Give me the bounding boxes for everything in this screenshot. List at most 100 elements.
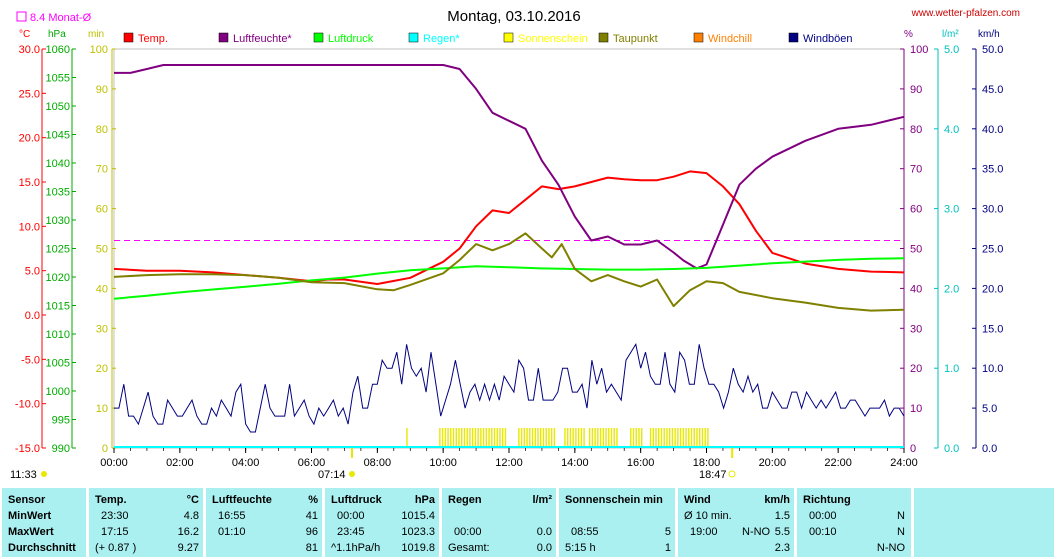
axis-tick-label-temp: 15.0	[19, 177, 40, 189]
stats-wind-max-dir: N-NO	[742, 526, 771, 538]
axis-tick-label-humidity: 90	[910, 84, 922, 96]
unit-humidity: %	[904, 29, 913, 40]
stats-wind-avg10: 1.5	[774, 510, 790, 522]
stats-col-direction: Richtung 00:00 N 00:10 N N-NO	[797, 488, 911, 557]
axis-tick-label-pressure: 1005	[46, 358, 70, 370]
unit-wind: km/h	[978, 29, 1000, 40]
stats-rain-unit: l/m²	[532, 494, 552, 506]
axis-tick-label-humidity: 20	[910, 363, 922, 375]
axis-tick-label-wind: 40.0	[982, 124, 1003, 136]
stats-rain-header: Regen	[448, 494, 482, 506]
axis-tick-label-pressure: 995	[52, 415, 70, 427]
legend-label-regen: Regen*	[423, 33, 460, 45]
stats-temp-min-time: 23:30	[101, 510, 129, 522]
stats-pressure-min: 1015.4	[401, 510, 435, 522]
chart-background	[0, 0, 1058, 486]
axes: 30.0 25.0 20.0 15.0 10.0 5.0 0.0 -5.0 -10.0 -15.0…	[15, 44, 1004, 455]
stats-sun-max-time: 08:55	[571, 526, 599, 538]
stats-sun-total-count: 1	[664, 542, 671, 554]
legend-swatch-sonnenschein	[503, 32, 514, 43]
avg-legend-label: 8.4 Monat-Ø	[30, 12, 92, 24]
stats-humidity-min: 41	[305, 510, 318, 522]
axis-tick-label-wind: 30.0	[982, 204, 1003, 216]
axis-tick-label-sun: 80	[96, 124, 108, 136]
axis-tick-label-humidity: 30	[910, 323, 922, 335]
axis-tick-label-humidity: 40	[910, 283, 922, 295]
stats-temp-max: 16.2	[177, 526, 199, 538]
legend-label-windchill: Windchill	[708, 33, 752, 45]
axis-tick-label-temp: -10.0	[15, 399, 40, 411]
x-tick-label: 02:00	[166, 457, 194, 469]
stats-pressure-max-time: 23:45	[337, 526, 365, 538]
x-tick-label: 22:00	[824, 457, 852, 469]
x-tick-label: 24:00	[890, 457, 918, 469]
axis-tick-label-wind: 35.0	[982, 164, 1003, 176]
axis-tick-label-temp: -5.0	[21, 354, 40, 366]
stats-wind-avg10-label: Ø 10 min.	[684, 510, 732, 522]
stats-humidity-header: Luftfeuchte	[212, 494, 272, 506]
legend-label-windb-en: Windböen	[803, 33, 853, 45]
stats-temp-min: 4.8	[183, 510, 199, 522]
axis-tick-label-pressure: 1045	[46, 130, 70, 142]
axis-tick-label-sun: 40	[96, 283, 108, 295]
axis-tick-label-sun: 20	[96, 363, 108, 375]
axis-tick-label-sun: 60	[96, 204, 108, 216]
axis-tick-label-temp: 30.0	[19, 44, 40, 56]
axis-tick-label-rain: 3.0	[944, 204, 959, 216]
axis-tick-label-rain: 4.0	[944, 124, 959, 136]
legend: Temp. Luftfeuchte* Luftdruck Regen* Sonnensc…	[123, 32, 853, 45]
stats-wind-max-time: 19:00	[690, 526, 718, 538]
legend-swatch-regen	[408, 32, 419, 43]
x-axis: 00:00 02:00 04:00 06:00 08:00 10:00 12:00 14:00…	[100, 448, 918, 469]
legend-label-sonnenschein: Sonnenschein	[518, 33, 588, 45]
stats-col-humidity: Luftfeuchte% 16:55 41 01:10 96 81	[206, 488, 322, 557]
legend-swatch-luftdruck	[313, 32, 324, 43]
stats-direction-max-time: 00:10	[809, 526, 837, 538]
legend-label-luftfeuchte: Luftfeuchte*	[233, 33, 292, 45]
axis-tick-label-temp: 10.0	[19, 221, 40, 233]
stats-temp-unit: °C	[186, 494, 199, 506]
axis-tick-label-pressure: 1015	[46, 301, 70, 313]
unit-pressure: hPa	[48, 29, 66, 40]
axis-tick-label-wind: 5.0	[982, 403, 997, 415]
stats-sun-max: 5	[664, 526, 671, 538]
stats-humidity-min-time: 16:55	[218, 510, 246, 522]
stats-direction-min-time: 00:00	[809, 510, 837, 522]
axis-tick-label-humidity: 80	[910, 124, 922, 136]
stats-temp-avg-note: (+ 0.87 )	[95, 542, 137, 554]
series-taupunkt	[113, 232, 905, 312]
stats-col-pressure: Luftdruck hPa 00:00 1015.4 23:45 1023.3 ^1.…	[325, 488, 439, 557]
axis-tick-label-pressure: 1000	[46, 386, 70, 398]
legend-swatch-luftfeuchte	[218, 32, 229, 43]
website-link[interactable]: www.wetter-pfalzen.com	[911, 8, 1020, 19]
stats-col-empty	[914, 488, 1054, 557]
axis-tick-label-humidity: 10	[910, 403, 922, 415]
axis-tick-label-rain: 5.0	[944, 44, 959, 56]
series-windboeen	[114, 342, 905, 433]
stats-temp-avg: 9.27	[177, 542, 199, 554]
axis-tick-label-sun: 100	[90, 44, 108, 56]
series-luftfeuchte	[114, 64, 905, 270]
stats-direction-min-dir: N	[897, 510, 905, 522]
axis-tick-label-pressure: 1025	[46, 244, 70, 256]
legend-label-luftdruck: Luftdruck	[328, 33, 374, 45]
stats-direction-max-dir: N	[897, 526, 905, 538]
axis-tick-label-humidity: 50	[910, 244, 922, 256]
stats-label-max: MaxWert	[8, 526, 54, 538]
axis-tick-label-pressure: 1020	[46, 272, 70, 284]
unit-temp: °C	[19, 29, 30, 40]
axis-tick-label-rain: 2.0	[944, 283, 959, 295]
x-tick-label: 12:00	[495, 457, 523, 469]
stats-col-sensor: Sensor MinWert MaxWert Durchschnitt	[2, 488, 86, 557]
axis-tick-label-temp: 0.0	[25, 310, 40, 322]
sunset-icon	[728, 470, 736, 478]
legend-swatch-windb-en	[788, 32, 799, 43]
weather-chart: Montag, 03.10.2016 www.wetter-pfalzen.co…	[0, 0, 1058, 486]
stats-sun-header: Sonnenschein min	[565, 494, 663, 506]
axis-tick-label-sun: 10	[96, 403, 108, 415]
axis-tick-label-pressure: 1030	[46, 215, 70, 227]
axis-tick-label-temp: -15.0	[15, 443, 40, 455]
axis-tick-label-humidity: 60	[910, 204, 922, 216]
axis-tick-label-humidity: 70	[910, 164, 922, 176]
x-tick-label: 10:00	[429, 457, 457, 469]
